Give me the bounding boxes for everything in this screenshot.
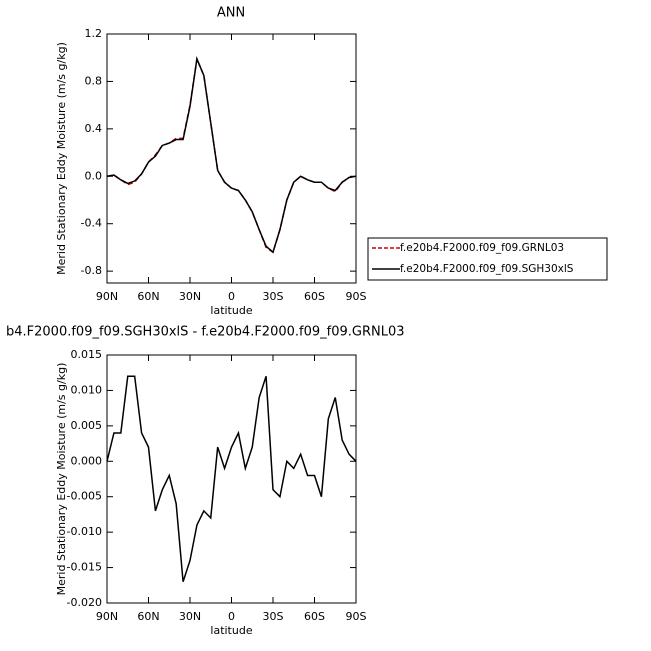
y-tick-label: -0.015 <box>67 561 102 574</box>
x-axis-label: latitude <box>210 304 252 317</box>
y-tick-label: 0.005 <box>71 419 103 432</box>
y-tick-label: -0.005 <box>67 490 102 503</box>
y-axis-label: Merid Stationary Eddy Moisture (m/s g/kg… <box>55 363 68 596</box>
y-tick-label: -0.4 <box>81 217 102 230</box>
y-tick-label: -0.010 <box>67 525 102 538</box>
x-tick-label: 0 <box>228 290 235 303</box>
y-tick-label: 0.015 <box>71 348 103 361</box>
data-line <box>106 56 357 254</box>
x-axis-label: latitude <box>210 624 252 637</box>
x-tick-label: 90S <box>346 610 367 623</box>
y-axis-label: Merid Stationary Eddy Moisture (m/s g/kg… <box>55 42 68 275</box>
legend-label: f.e20b4.F2000.f09_f09.SGH30xlS <box>400 263 574 275</box>
data-line <box>106 56 357 254</box>
y-tick-label: 0.010 <box>71 383 103 396</box>
chart-title: ANN <box>217 6 245 21</box>
x-tick-label: 90S <box>346 290 367 303</box>
y-tick-label: 0.0 <box>85 169 103 182</box>
x-tick-label: 30S <box>263 610 284 623</box>
x-tick-label: 30S <box>263 290 284 303</box>
x-tick-label: 30N <box>179 610 201 623</box>
legend-label: f.e20b4.F2000.f09_f09.GRNL03 <box>400 242 564 254</box>
x-tick-label: 60S <box>304 290 325 303</box>
plot-frame <box>106 33 357 284</box>
legend-box <box>367 237 608 281</box>
plot-frame <box>106 354 357 604</box>
y-tick-label: -0.8 <box>81 264 102 277</box>
data-line <box>106 375 357 582</box>
x-tick-label: 90N <box>96 610 118 623</box>
y-tick-label: -0.020 <box>67 596 102 609</box>
y-tick-label: 0.4 <box>85 122 103 135</box>
x-tick-label: 90N <box>96 290 118 303</box>
x-tick-label: 60N <box>137 290 159 303</box>
x-tick-label: 60S <box>304 610 325 623</box>
chart-title: b4.F2000.f09_f09.SGH30xlS - f.e20b4.F200… <box>6 325 405 340</box>
y-tick-label: 0.8 <box>85 74 103 87</box>
x-tick-label: 60N <box>137 610 159 623</box>
x-tick-label: 30N <box>179 290 201 303</box>
y-tick-label: 1.2 <box>85 27 103 40</box>
y-tick-label: 0.000 <box>71 454 103 467</box>
x-tick-label: 0 <box>228 610 235 623</box>
